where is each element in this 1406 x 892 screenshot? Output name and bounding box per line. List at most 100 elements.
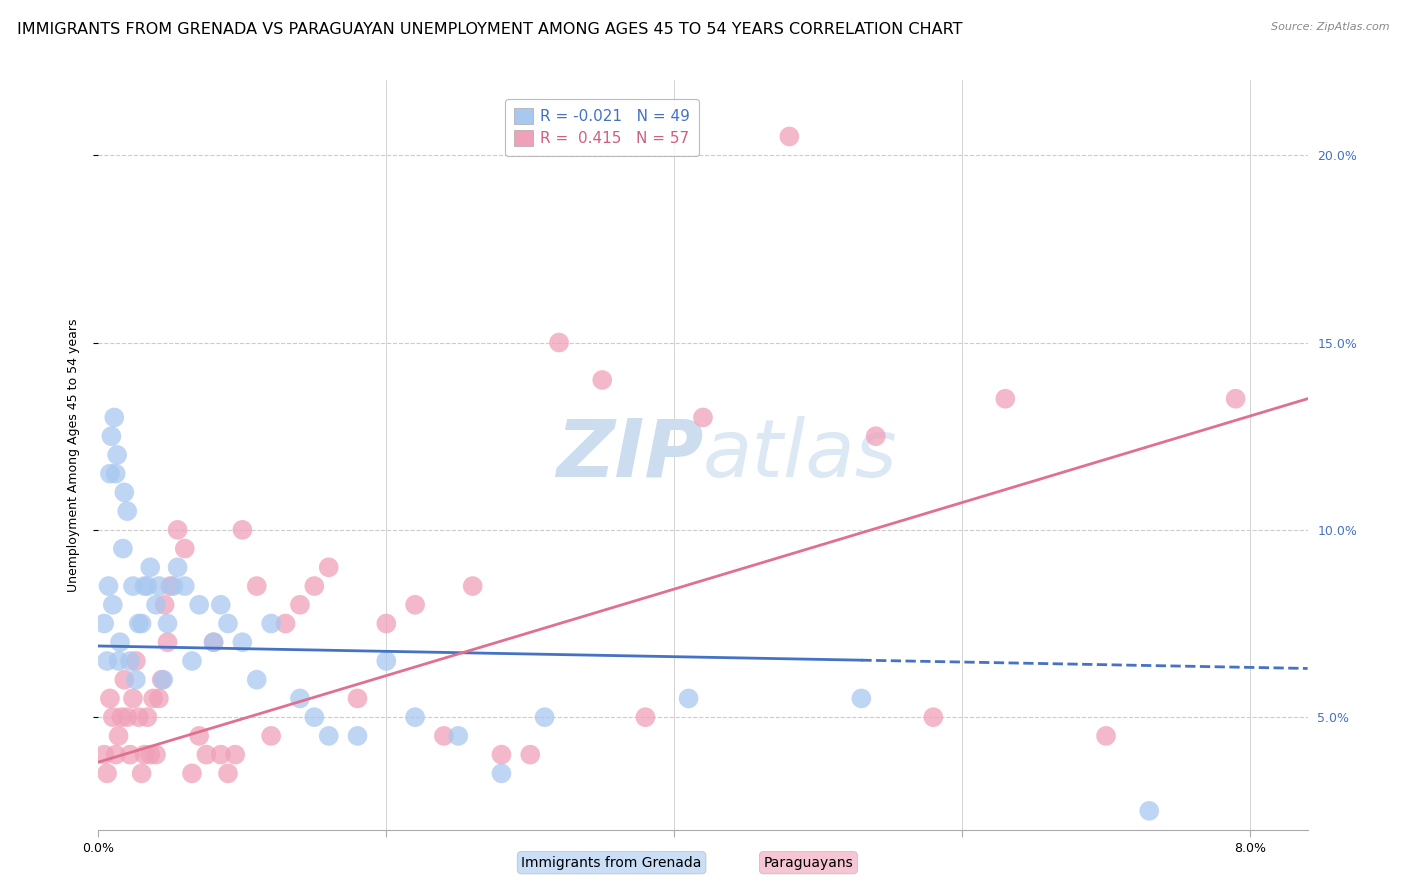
Point: [375, 616, 398, 631]
Point: [591, 373, 613, 387]
Point: [145, 598, 167, 612]
Point: [217, 766, 239, 780]
Point: [105, 448, 128, 462]
Point: [851, 691, 873, 706]
Point: [246, 579, 269, 593]
Point: [274, 616, 297, 631]
Point: [100, 429, 122, 443]
Point: [104, 747, 127, 762]
Point: [101, 710, 124, 724]
Point: [304, 579, 326, 593]
Point: [125, 673, 148, 687]
Point: [181, 766, 204, 780]
Point: [231, 635, 253, 649]
Point: [692, 410, 714, 425]
Point: [217, 616, 239, 631]
Point: [150, 673, 173, 687]
Point: [375, 654, 398, 668]
Point: [136, 710, 159, 724]
Point: [173, 541, 195, 556]
Point: [120, 654, 142, 668]
Point: [778, 129, 800, 144]
Point: [188, 729, 211, 743]
Point: [865, 429, 887, 443]
Point: [166, 523, 188, 537]
Point: [202, 635, 225, 649]
Point: [346, 729, 368, 743]
Point: [111, 541, 134, 556]
Point: [162, 579, 184, 593]
Point: [173, 579, 195, 593]
Point: [209, 747, 232, 762]
Point: [166, 560, 188, 574]
Point: [318, 560, 340, 574]
Point: [159, 579, 181, 593]
Point: [139, 747, 162, 762]
Legend: R = -0.021   N = 49, R =  0.415   N = 57: R = -0.021 N = 49, R = 0.415 N = 57: [505, 99, 699, 155]
Point: [153, 598, 176, 612]
Text: Paraguayans: Paraguayans: [763, 855, 853, 870]
Point: [346, 691, 368, 706]
Point: [678, 691, 700, 706]
Point: [97, 579, 120, 593]
Point: [134, 579, 156, 593]
Y-axis label: Unemployment Among Ages 45 to 54 years: Unemployment Among Ages 45 to 54 years: [67, 318, 80, 591]
Point: [224, 747, 246, 762]
Point: [304, 710, 326, 724]
Point: [152, 673, 174, 687]
Point: [1225, 392, 1247, 406]
Point: [318, 729, 340, 743]
Point: [181, 654, 204, 668]
Point: [288, 598, 311, 612]
Point: [1137, 804, 1160, 818]
Point: [107, 654, 129, 668]
Point: [103, 410, 125, 425]
Point: [148, 579, 170, 593]
Point: [96, 766, 118, 780]
Point: [519, 747, 541, 762]
Point: [288, 691, 311, 706]
Point: [148, 691, 170, 706]
Text: ZIP: ZIP: [555, 416, 703, 494]
Point: [93, 616, 115, 631]
Point: [209, 598, 232, 612]
Point: [433, 729, 456, 743]
Point: [634, 710, 657, 724]
Point: [131, 766, 153, 780]
Point: [447, 729, 470, 743]
Point: [112, 673, 135, 687]
Point: [134, 747, 156, 762]
Point: [112, 485, 135, 500]
Point: [156, 635, 179, 649]
Point: [122, 691, 145, 706]
Point: [1095, 729, 1118, 743]
Point: [246, 673, 269, 687]
Point: [131, 616, 153, 631]
Point: [107, 729, 129, 743]
Point: [260, 616, 283, 631]
Point: [115, 504, 138, 518]
Point: [404, 710, 426, 724]
Point: [491, 747, 513, 762]
Point: [145, 747, 167, 762]
Point: [128, 710, 150, 724]
Point: [93, 747, 115, 762]
Point: [156, 616, 179, 631]
Point: [125, 654, 148, 668]
Point: [231, 523, 253, 537]
Point: [122, 579, 145, 593]
Point: [202, 635, 225, 649]
Point: [104, 467, 127, 481]
Point: [108, 635, 131, 649]
Point: [96, 654, 118, 668]
Point: [110, 710, 132, 724]
Point: [922, 710, 945, 724]
Point: [142, 691, 165, 706]
Point: [188, 598, 211, 612]
Point: [461, 579, 484, 593]
Point: [533, 710, 555, 724]
Point: [260, 729, 283, 743]
Point: [491, 766, 513, 780]
Point: [128, 616, 150, 631]
Point: [139, 560, 162, 574]
